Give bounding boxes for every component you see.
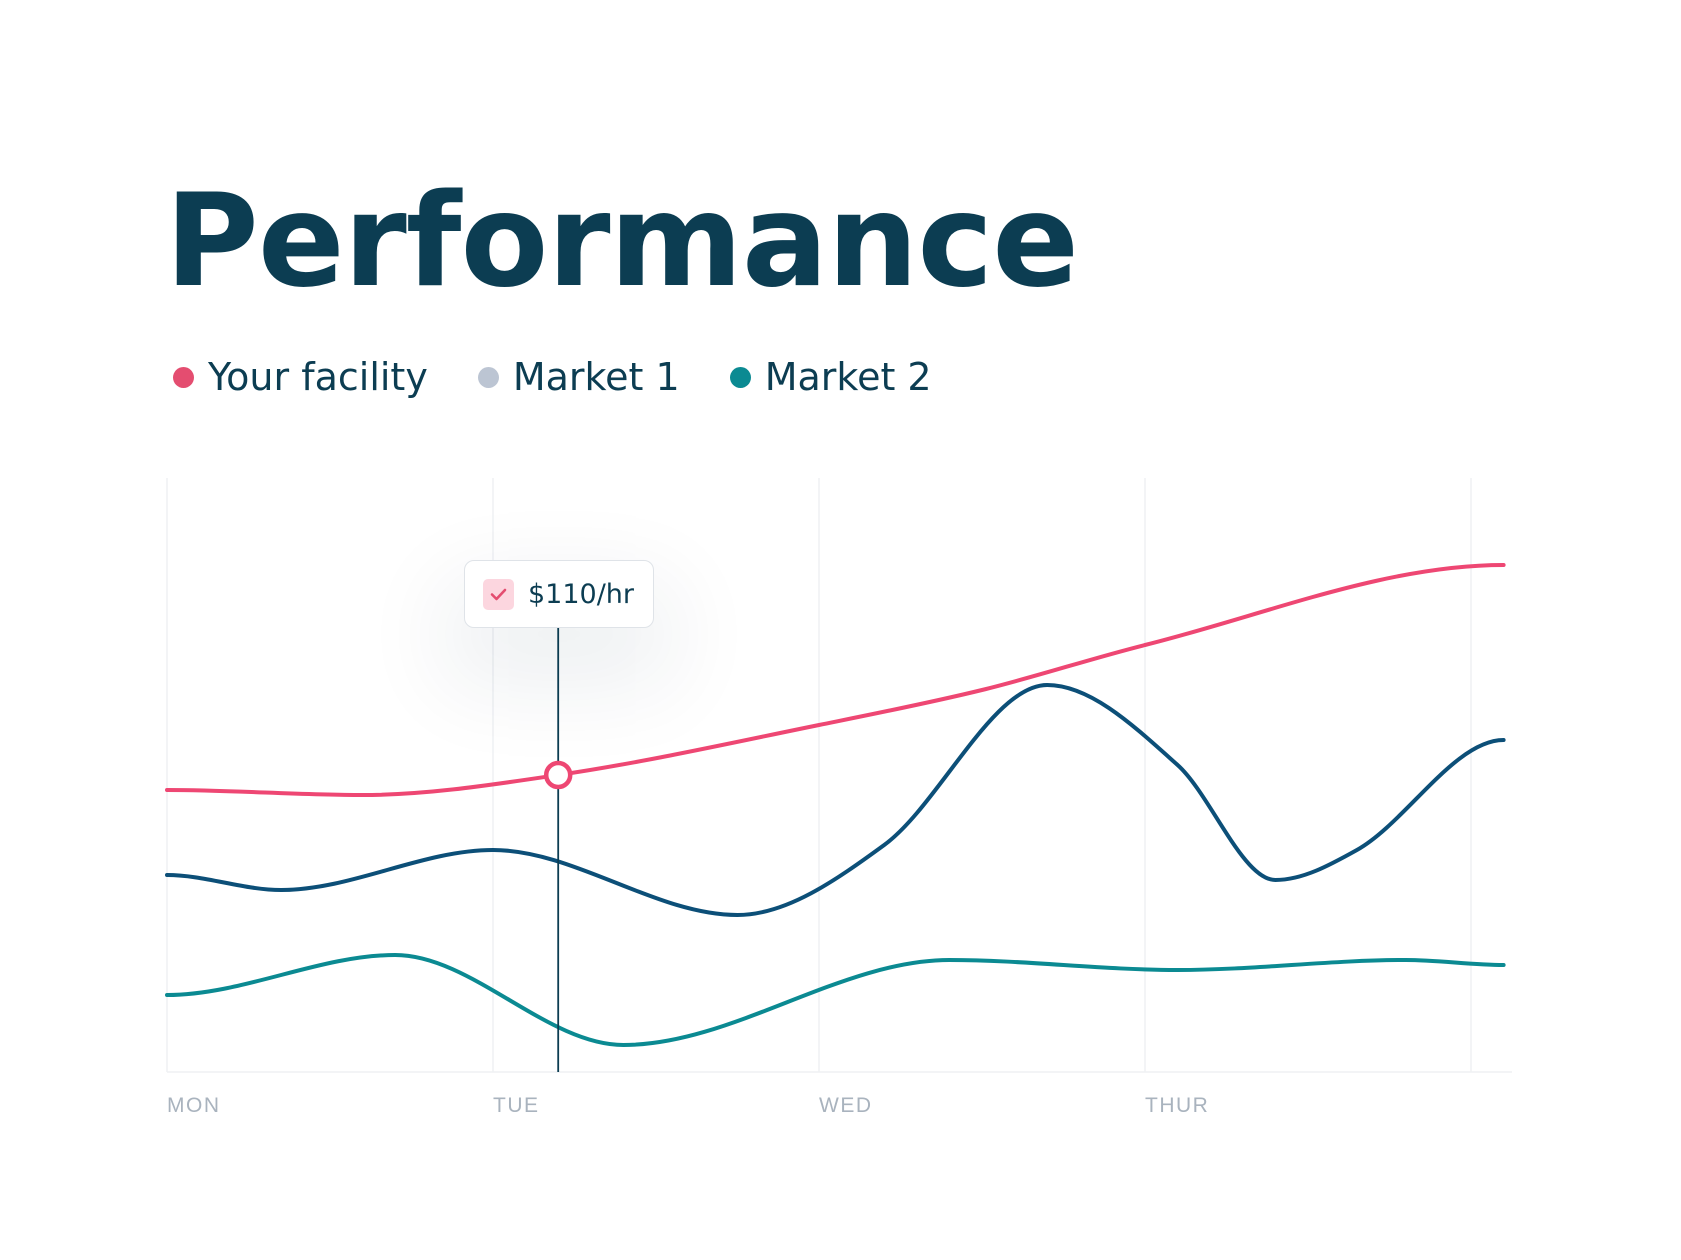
check-icon bbox=[483, 578, 514, 610]
legend-item-market-2[interactable]: Market 2 bbox=[729, 355, 932, 399]
series-line-market-1 bbox=[165, 682, 1506, 918]
chart-series bbox=[165, 563, 1506, 1048]
legend-item-market-1[interactable]: Market 1 bbox=[477, 355, 680, 399]
legend-label-your-facility: Your facility bbox=[208, 355, 428, 399]
series-line-market-2 bbox=[165, 952, 1506, 1048]
legend-label-market-2: Market 2 bbox=[764, 355, 932, 399]
legend-label-market-1: Market 1 bbox=[512, 355, 680, 399]
tooltip-value: $110/hr bbox=[528, 578, 635, 610]
legend-dot-your-facility bbox=[173, 366, 194, 388]
legend-dot-market-2 bbox=[729, 366, 751, 388]
legend-item-your-facility[interactable]: Your facility bbox=[173, 355, 428, 399]
highlight-point bbox=[543, 760, 573, 790]
x-axis-tick-label: TUE bbox=[493, 1094, 540, 1117]
chart-legend: Your facility Market 1 Market 2 bbox=[173, 355, 932, 399]
series-line-your-facility bbox=[165, 563, 1506, 798]
legend-dot-market-1 bbox=[477, 366, 499, 388]
value-tooltip: $110/hr bbox=[464, 560, 654, 628]
x-axis-tick-label: MON bbox=[167, 1094, 221, 1117]
x-axis-tick-label: WED bbox=[819, 1094, 873, 1117]
highlight-marker bbox=[543, 628, 573, 1072]
page-title: Performance bbox=[165, 167, 1079, 316]
x-axis-tick-label: THUR bbox=[1145, 1094, 1209, 1117]
x-axis: MON TUE WED THUR bbox=[167, 1094, 1209, 1117]
